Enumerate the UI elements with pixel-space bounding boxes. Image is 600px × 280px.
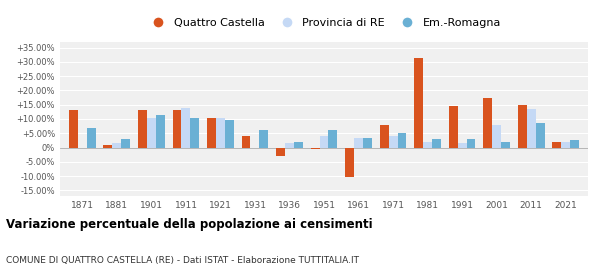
Bar <box>216 118 225 148</box>
Bar <box>458 143 467 148</box>
Bar <box>389 136 398 148</box>
Bar <box>536 123 545 148</box>
Bar <box>103 145 112 148</box>
Bar <box>147 118 156 148</box>
Bar <box>527 109 536 148</box>
Bar <box>354 137 363 148</box>
Bar <box>432 139 441 148</box>
Bar <box>518 105 527 148</box>
Bar <box>259 130 268 148</box>
Bar <box>345 148 354 178</box>
Bar <box>69 110 78 148</box>
Bar <box>492 125 501 148</box>
Bar <box>320 136 328 148</box>
Bar <box>285 143 294 148</box>
Bar <box>363 137 372 148</box>
Text: Variazione percentuale della popolazione ai censimenti: Variazione percentuale della popolazione… <box>6 218 373 231</box>
Bar <box>552 142 561 148</box>
Bar <box>467 139 475 148</box>
Bar <box>380 125 389 148</box>
Legend: Quattro Castella, Provincia di RE, Em.-Romagna: Quattro Castella, Provincia di RE, Em.-R… <box>143 14 505 32</box>
Bar <box>414 58 423 148</box>
Bar <box>398 133 406 148</box>
Bar <box>87 128 96 148</box>
Bar <box>242 136 250 148</box>
Bar <box>561 142 570 148</box>
Bar <box>207 118 216 148</box>
Text: COMUNE DI QUATTRO CASTELLA (RE) - Dati ISTAT - Elaborazione TUTTITALIA.IT: COMUNE DI QUATTRO CASTELLA (RE) - Dati I… <box>6 256 359 265</box>
Bar <box>501 142 510 148</box>
Bar <box>190 118 199 148</box>
Bar <box>112 143 121 148</box>
Bar <box>138 110 147 148</box>
Bar <box>181 108 190 148</box>
Bar <box>156 115 165 148</box>
Bar <box>294 142 303 148</box>
Bar <box>483 98 492 148</box>
Bar <box>311 148 320 149</box>
Bar <box>276 148 285 156</box>
Bar <box>121 139 130 148</box>
Bar <box>173 110 181 148</box>
Bar <box>570 140 579 148</box>
Bar <box>449 106 458 148</box>
Bar <box>423 142 432 148</box>
Bar <box>328 130 337 148</box>
Bar <box>225 120 234 148</box>
